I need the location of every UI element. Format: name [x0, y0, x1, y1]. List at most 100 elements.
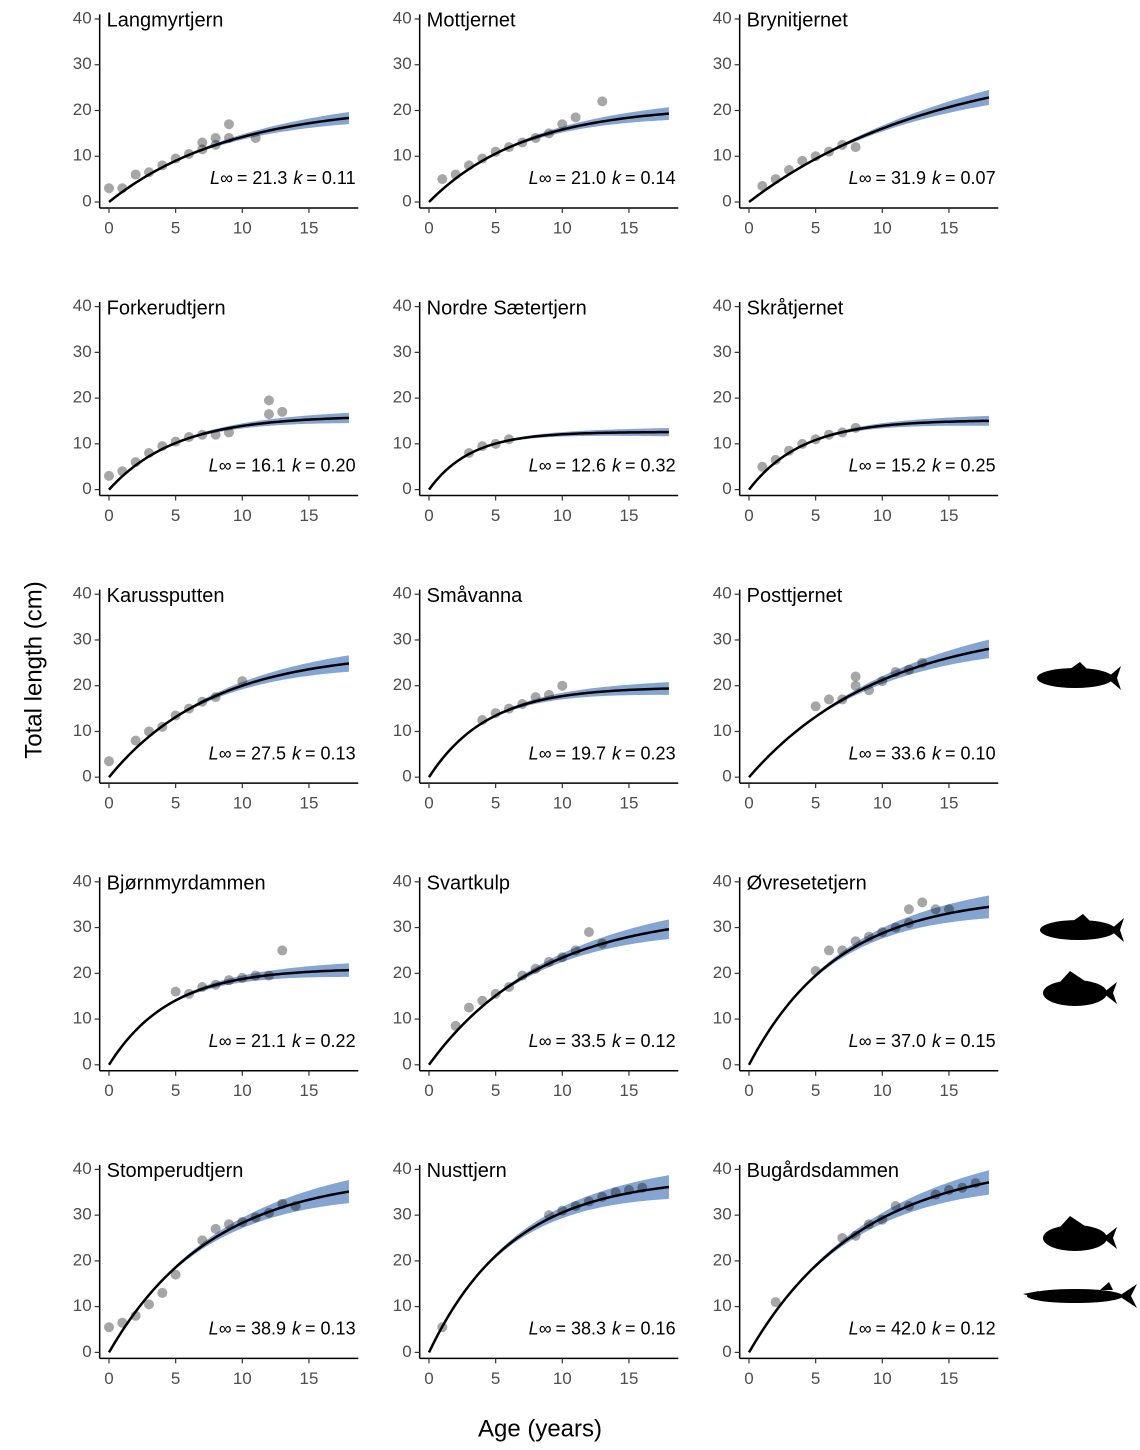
stat-name: L∞	[849, 455, 872, 475]
data-point	[130, 735, 141, 746]
y-tick-label: 10	[73, 146, 92, 165]
stat-sep: =	[235, 455, 246, 475]
y-tick-label: 10	[393, 433, 412, 452]
x-tick-label: 15	[939, 218, 958, 237]
y-tick-label: 30	[393, 54, 412, 73]
y-tick-label: 20	[73, 963, 92, 982]
data-point	[223, 1219, 234, 1230]
y-tick-label: 20	[73, 100, 92, 119]
stat-name: k	[612, 455, 622, 475]
y-tick-label: 0	[722, 767, 731, 786]
stat-value: 0.12	[961, 1318, 996, 1338]
y-tick-label: 20	[393, 1250, 412, 1269]
stat-sep: =	[305, 1318, 316, 1338]
y-tick-label: 30	[73, 1205, 92, 1224]
x-tick-label: 0	[744, 794, 753, 813]
stat-sep: =	[625, 1318, 636, 1338]
x-tick-label: 5	[171, 1369, 180, 1388]
stat-name: L∞	[209, 455, 232, 475]
y-tick-label: 10	[73, 1009, 92, 1028]
x-tick-label: 0	[744, 1369, 753, 1388]
y-tick-label: 20	[73, 388, 92, 407]
x-tick-label: 5	[811, 218, 820, 237]
x-tick-label: 10	[233, 794, 252, 813]
x-tick-label: 0	[744, 218, 753, 237]
stat-value: 37.0	[891, 1031, 926, 1051]
stat-name: k	[292, 1318, 302, 1338]
stat-name: L∞	[209, 743, 232, 763]
data-point	[437, 174, 448, 185]
x-tick-label: 0	[104, 1081, 113, 1100]
stat-name: L∞	[529, 1031, 552, 1051]
stat-name: k	[293, 168, 303, 188]
stat-name: k	[612, 743, 622, 763]
y-tick-label: 0	[402, 479, 411, 498]
x-tick-label: 0	[424, 218, 433, 237]
x-tick-label: 10	[873, 794, 892, 813]
panel-title: Karussputten	[107, 585, 225, 607]
data-point	[223, 119, 234, 130]
confidence-band	[429, 682, 669, 778]
fish-icons	[1023, 662, 1137, 1308]
y-tick-label: 30	[713, 54, 732, 73]
growth-curve	[747, 1181, 990, 1354]
stat-value: 33.5	[571, 1031, 606, 1051]
y-tick-label: 20	[713, 963, 732, 982]
data-point	[757, 180, 768, 191]
stat-value: 27.5	[251, 743, 286, 763]
x-tick-label: 15	[939, 506, 958, 525]
x-tick-label: 15	[299, 506, 318, 525]
y-tick-label: 10	[713, 146, 732, 165]
stat-name: L∞	[849, 1318, 872, 1338]
growth-curve	[427, 1185, 670, 1353]
panel-title: Nordre Sætertjern	[427, 297, 587, 319]
fit-annotation: L∞ = 42.0 k = 0.12	[849, 1318, 996, 1338]
stat-sep: =	[555, 455, 566, 475]
stat-value: 0.15	[961, 1031, 996, 1051]
data-point	[850, 142, 861, 153]
panel-title: Nusttjern	[427, 1160, 507, 1182]
y-tick-label: 10	[393, 1009, 412, 1028]
stat-value: 0.23	[641, 743, 676, 763]
y-tick-label: 0	[82, 767, 91, 786]
x-tick-label: 10	[873, 1369, 892, 1388]
panel-title: Brynitjernet	[747, 10, 849, 32]
stat-name: k	[932, 1318, 942, 1338]
fit-annotation: L∞ = 37.0 k = 0.15	[849, 1031, 996, 1051]
y-tick-label: 20	[393, 388, 412, 407]
x-tick-label: 15	[299, 218, 318, 237]
x-tick-label: 0	[104, 506, 113, 525]
x-tick-label: 0	[424, 1081, 433, 1100]
stat-value: 0.25	[961, 455, 996, 475]
stat-name: k	[932, 743, 942, 763]
y-tick-label: 40	[713, 1159, 732, 1178]
fish-icon	[1043, 971, 1117, 1006]
data-point	[823, 694, 834, 705]
y-tick-label: 0	[722, 1054, 731, 1073]
growth-curve	[107, 968, 349, 1066]
y-tick-label: 40	[73, 8, 92, 27]
y-tick-label: 40	[393, 584, 412, 603]
fit-annotation: L∞ = 38.3 k = 0.16	[529, 1318, 676, 1338]
stat-value: 38.9	[251, 1318, 286, 1338]
y-tick-label: 30	[713, 629, 732, 648]
data-point	[210, 1223, 221, 1234]
stat-value: 0.32	[641, 455, 676, 475]
stat-sep: =	[625, 168, 636, 188]
data-point	[223, 427, 234, 438]
panel-title: Bugårdsdammen	[747, 1160, 899, 1182]
y-tick-label: 40	[393, 296, 412, 315]
stat-name: L∞	[849, 1031, 872, 1051]
x-tick-label: 10	[873, 506, 892, 525]
x-tick-label: 5	[811, 1081, 820, 1100]
data-point	[277, 406, 288, 417]
stat-name: L∞	[529, 168, 552, 188]
stat-sep: =	[625, 1031, 636, 1051]
y-tick-label: 30	[713, 917, 732, 936]
stat-value: 21.1	[251, 1031, 286, 1051]
stat-sep: =	[555, 1031, 566, 1051]
growth-curve	[428, 430, 669, 491]
y-tick-label: 20	[713, 1250, 732, 1269]
growth-curve	[428, 112, 670, 203]
